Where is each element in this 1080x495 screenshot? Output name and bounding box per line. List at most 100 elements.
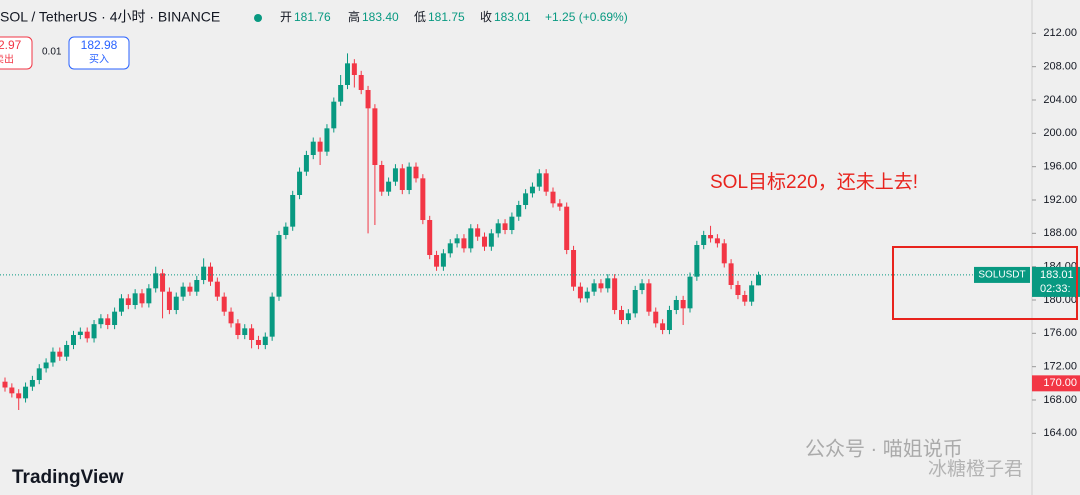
- candle-body: [358, 75, 364, 90]
- candle-body: [379, 165, 385, 192]
- y-tick-label: 208.00: [1043, 61, 1077, 73]
- candle-body: [228, 311, 234, 324]
- candle-body: [557, 203, 563, 207]
- y-tick-label: 200.00: [1043, 127, 1077, 139]
- annotation: SOL目标220，还未上去!: [710, 171, 918, 193]
- sell-label: 卖出: [0, 53, 14, 66]
- candle-body: [721, 243, 727, 264]
- candle-body: [653, 311, 659, 324]
- candle-body: [584, 291, 590, 299]
- candle-body: [255, 340, 261, 345]
- open-value: 181.76: [294, 10, 331, 24]
- candle-body: [269, 296, 275, 337]
- symbol-title: SOL / TetherUS · 4小时 · BINANCE: [0, 9, 220, 25]
- candle-body: [98, 318, 104, 325]
- low-label: 低: [414, 10, 426, 24]
- candle-body: [605, 278, 611, 289]
- candle-body: [564, 206, 570, 250]
- candle-body: [50, 351, 56, 363]
- candle-body: [509, 216, 515, 230]
- candle-body: [57, 351, 63, 357]
- buy-label: 买入: [89, 54, 109, 66]
- candle-body: [639, 283, 645, 290]
- close-value: 183.01: [494, 10, 531, 24]
- candle-body: [571, 250, 577, 287]
- candle-body: [235, 323, 241, 335]
- y-tick-label: 196.00: [1043, 161, 1077, 173]
- candle-body: [708, 235, 714, 239]
- candle-body: [687, 276, 693, 309]
- candle-body: [392, 168, 398, 182]
- y-tick-label: 204.00: [1043, 94, 1077, 106]
- candle-body: [36, 368, 42, 380]
- buy-button[interactable]: [68, 36, 130, 70]
- candle-body: [290, 195, 296, 227]
- candle-body: [482, 236, 487, 247]
- candle-body: [488, 233, 494, 247]
- price-tag-value: 183.01: [1040, 269, 1074, 281]
- candle-body: [153, 273, 159, 289]
- candle-body: [694, 245, 700, 277]
- candle-body: [276, 235, 282, 297]
- candle-body: [84, 331, 90, 339]
- candle-body: [749, 285, 755, 302]
- candle-body: [543, 173, 549, 192]
- symbol-tag-text: SOLUSDT: [978, 270, 1025, 281]
- candle-body: [64, 345, 70, 357]
- candle-body: [632, 290, 638, 314]
- candle-body: [495, 223, 501, 234]
- status-dot: [254, 14, 262, 22]
- candle-body: [475, 228, 481, 237]
- candle-body: [160, 273, 166, 292]
- candle-body: [502, 223, 508, 230]
- candle-body: [345, 63, 350, 85]
- candle-body: [701, 235, 707, 245]
- candle-body: [132, 293, 138, 305]
- candle-body: [735, 285, 741, 295]
- candle-body: [208, 266, 213, 282]
- candle-body: [461, 238, 467, 249]
- candle-body: [591, 283, 597, 292]
- highlight-box: [892, 246, 1078, 320]
- candle-body: [249, 328, 255, 340]
- candle-body: [29, 380, 35, 387]
- candle-body: [166, 291, 172, 310]
- y-tick-label: 188.00: [1043, 227, 1077, 239]
- candle-body: [180, 286, 186, 297]
- candle-body: [91, 324, 97, 339]
- candle-body: [619, 310, 624, 320]
- candle-body: [434, 255, 440, 267]
- candle-body: [310, 141, 316, 155]
- candle-body: [577, 286, 583, 299]
- candle-body: [201, 266, 207, 280]
- candle-body: [550, 191, 556, 204]
- candle-body: [187, 286, 193, 292]
- candle-body: [413, 166, 419, 179]
- candle-body: [324, 128, 330, 152]
- candle-body: [365, 90, 371, 109]
- candle-body: [112, 311, 118, 325]
- candle-body: [146, 288, 152, 304]
- high-label: 高: [348, 9, 360, 24]
- high-value: 183.40: [362, 10, 399, 24]
- sell-button[interactable]: [0, 36, 33, 70]
- candle-body: [221, 296, 227, 312]
- buy-price: 182.98: [81, 38, 118, 52]
- candle-body: [612, 278, 618, 310]
- candle-body: [283, 226, 289, 235]
- candle-body: [454, 238, 460, 244]
- y-tick-label: 168.00: [1043, 394, 1077, 406]
- candle-body: [71, 335, 76, 345]
- price-tag-countdown: 02:33:: [1040, 283, 1071, 295]
- candle-body: [673, 300, 679, 310]
- change: +1.25 (+0.69%): [545, 10, 628, 24]
- candle-body: [386, 181, 392, 192]
- candle-body: [714, 238, 720, 244]
- candle-body: [338, 85, 344, 102]
- low-value: 181.75: [428, 10, 465, 24]
- candle-body: [468, 228, 474, 249]
- candle-body: [372, 108, 378, 165]
- candle-body: [536, 173, 542, 187]
- candle-body: [262, 336, 268, 345]
